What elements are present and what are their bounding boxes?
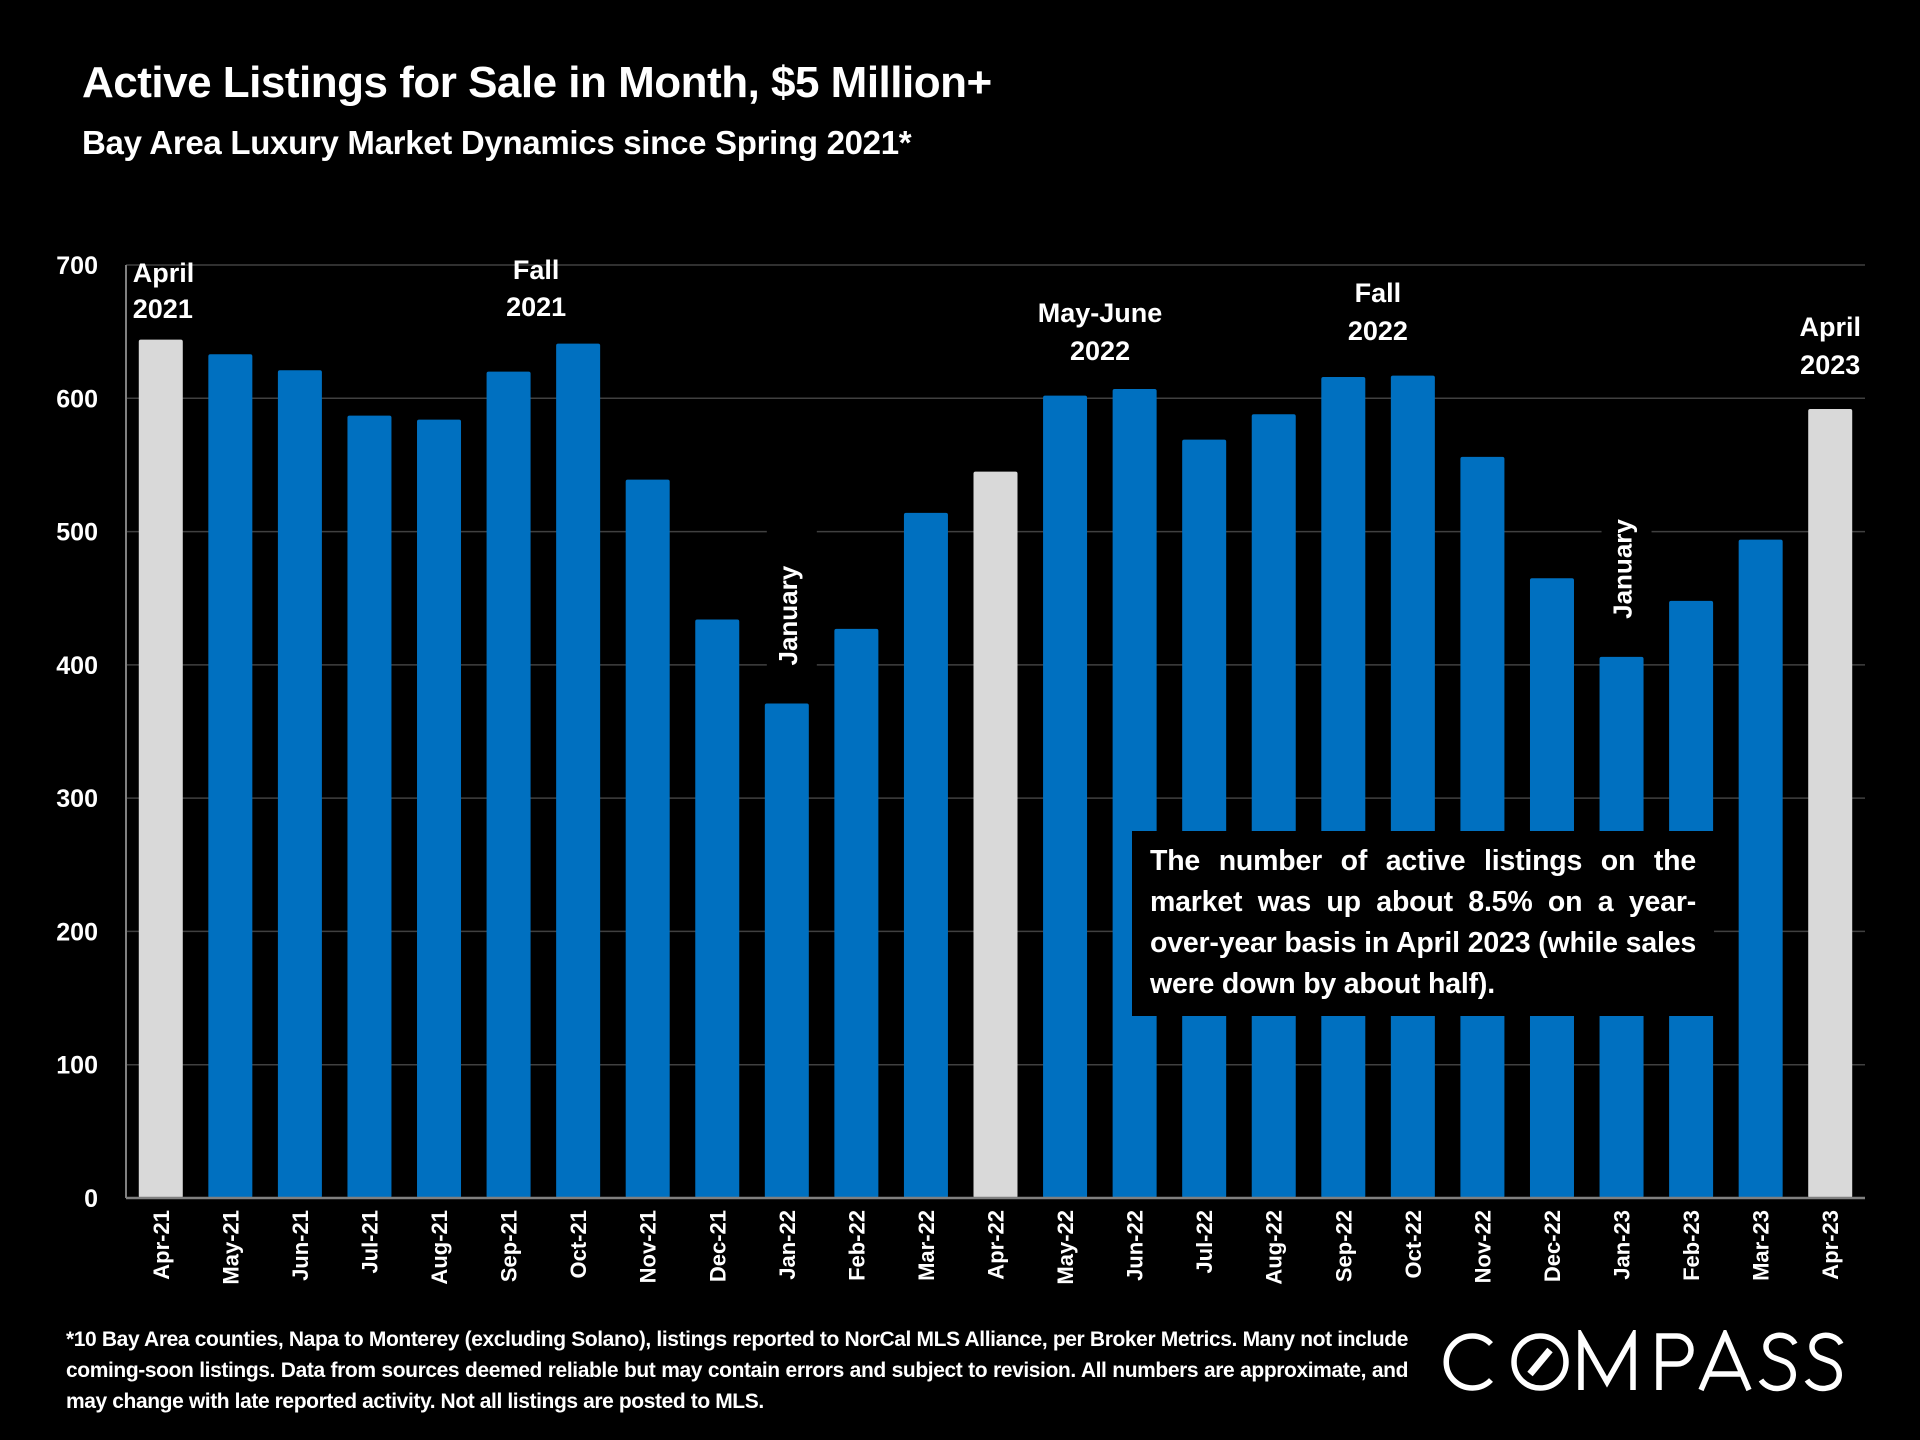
annotations: April 2021 Fall 2021 January May-June 2022 Fall…	[133, 255, 1861, 674]
annotation-label: Fall	[1355, 278, 1402, 308]
bar-sep-22	[1321, 376, 1366, 1199]
x-tick-label: Jan-22	[775, 1210, 800, 1280]
x-tick-label: Aug-22	[1262, 1210, 1287, 1285]
bars	[138, 339, 1853, 1199]
x-tick-label: Aug-21	[427, 1210, 452, 1285]
x-tick-label: Sep-21	[497, 1210, 522, 1282]
y-tick-label: 0	[84, 1185, 98, 1213]
annotation-label: May-June	[1038, 298, 1163, 328]
bar-jan-22	[764, 703, 809, 1198]
x-tick-label: Apr-22	[984, 1210, 1009, 1280]
annotation-label: Fall	[513, 255, 560, 285]
axes	[125, 265, 1865, 1200]
bar-nov-21	[625, 479, 670, 1199]
annotation-label: 2022	[1070, 336, 1130, 366]
bar-mar-23	[1738, 539, 1783, 1198]
logo-letter-m	[1578, 1330, 1636, 1390]
y-axis-ticks: 0 100 200 300 400 500 600 700	[56, 252, 98, 1213]
y-tick-label: 400	[56, 652, 98, 680]
x-tick-label: May-21	[218, 1210, 243, 1285]
annotation-label: 2021	[133, 294, 193, 324]
bar-feb-22	[834, 628, 879, 1198]
logo-letter-p	[1656, 1333, 1694, 1390]
x-tick-label: Mar-22	[914, 1210, 939, 1281]
annotation-label: 2021	[506, 292, 566, 322]
bar-aug-21	[417, 419, 462, 1198]
bar-sep-21	[486, 371, 531, 1199]
x-tick-label: Sep-22	[1331, 1210, 1356, 1282]
y-tick-label: 500	[56, 519, 98, 547]
chart-title: Active Listings for Sale in Month, $5 Mi…	[82, 58, 992, 107]
bar-nov-22	[1460, 456, 1505, 1199]
annotation-label: 2023	[1800, 350, 1860, 380]
annotation-label: April	[1799, 312, 1861, 342]
x-tick-label: May-22	[1053, 1210, 1078, 1285]
bar-may-22	[1043, 395, 1088, 1198]
bar-jun-22	[1112, 388, 1157, 1199]
x-tick-label: Jul-21	[357, 1210, 382, 1274]
annotation-label: January	[1608, 519, 1638, 619]
x-tick-label: Apr-23	[1818, 1210, 1843, 1280]
bar-mar-22	[903, 512, 948, 1198]
bar-oct-21	[556, 343, 601, 1199]
x-tick-label: Jun-22	[1123, 1210, 1148, 1281]
bar-apr-22	[973, 471, 1018, 1198]
bar-apr-21	[138, 339, 183, 1198]
x-tick-label: Jan-23	[1610, 1210, 1635, 1280]
x-tick-label: Apr-21	[149, 1210, 174, 1280]
y-tick-label: 300	[56, 785, 98, 813]
bar-oct-22	[1390, 375, 1435, 1198]
x-tick-label: Oct-21	[566, 1210, 591, 1278]
footnote: *10 Bay Area counties, Napa to Monterey …	[66, 1328, 1408, 1413]
annotation-label: April	[133, 258, 195, 288]
bar-apr-23	[1808, 408, 1853, 1198]
callout-box: The number of active listings on the mar…	[1132, 831, 1714, 1016]
compass-logo	[1437, 1330, 1847, 1394]
x-tick-label: Jun-21	[288, 1210, 313, 1281]
annotation-mask	[766, 517, 817, 674]
y-tick-label: 100	[56, 1052, 98, 1080]
annotation-label: 2022	[1348, 316, 1408, 346]
x-tick-label: Oct-22	[1401, 1210, 1426, 1278]
callout-text: The number of active listings on the mar…	[1150, 845, 1696, 1000]
bar-jul-21	[347, 415, 392, 1198]
logo-letter-s2	[1804, 1332, 1844, 1392]
x-tick-label: Feb-22	[844, 1210, 869, 1281]
y-tick-label: 200	[56, 918, 98, 946]
y-tick-label: 700	[56, 252, 98, 280]
logo-letter-c	[1443, 1333, 1493, 1391]
logo-letter-o	[1511, 1333, 1569, 1391]
logo-letter-a	[1698, 1330, 1752, 1392]
annotation-mask	[1601, 470, 1652, 627]
x-tick-label: Jul-22	[1192, 1210, 1217, 1274]
x-tick-label: Mar-23	[1749, 1210, 1774, 1281]
x-axis-ticks: Apr-21 May-21 Jun-21 Jul-21 Aug-21 Sep-21 Oct-…	[149, 1210, 1843, 1285]
x-tick-label: Feb-23	[1679, 1210, 1704, 1281]
bar-dec-21	[695, 619, 740, 1198]
chart-subtitle: Bay Area Luxury Market Dynamics since Sp…	[82, 124, 912, 161]
x-tick-label: Dec-21	[705, 1210, 730, 1282]
x-tick-label: Nov-22	[1470, 1210, 1495, 1283]
logo-letter-s1	[1758, 1332, 1798, 1392]
x-tick-label: Nov-21	[636, 1210, 661, 1283]
x-tick-label: Dec-22	[1540, 1210, 1565, 1282]
annotation-label: January	[773, 565, 803, 665]
bar-may-21	[208, 354, 253, 1199]
bar-aug-22	[1251, 414, 1296, 1198]
y-tick-label: 600	[56, 385, 98, 413]
bar-chart: 0 100 200 300 400 500 600 700 Apr-21 May-21 Jun-2…	[56, 252, 1865, 1285]
bar-jun-21	[277, 370, 322, 1198]
bar-jul-22	[1182, 439, 1227, 1199]
